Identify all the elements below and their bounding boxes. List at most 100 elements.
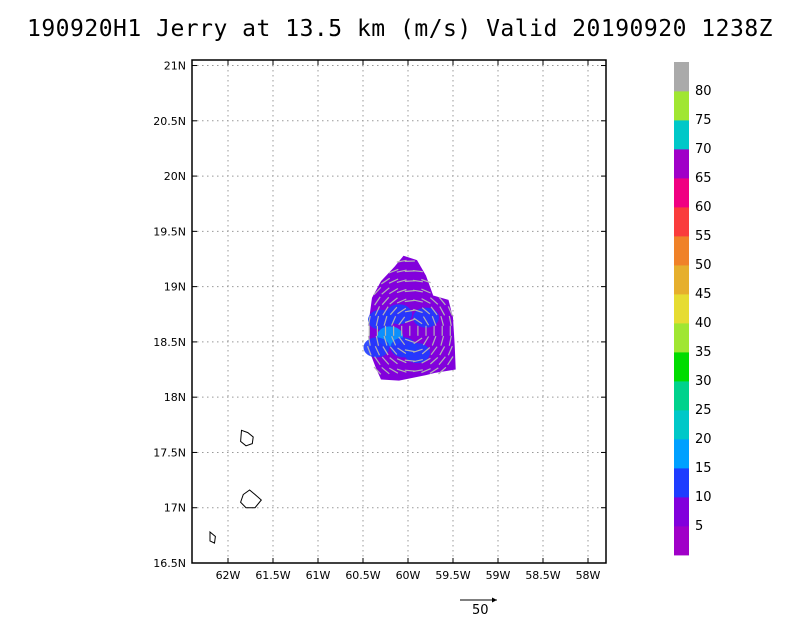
reference-arrowhead-icon	[492, 597, 497, 603]
colorbar: 5 10 15 20 25 30 35 40 45 50 55 60 65 70 75 80	[674, 62, 712, 556]
wind-vector	[396, 358, 407, 364]
wind-vector	[388, 278, 399, 284]
colorbar-swatch	[674, 294, 689, 324]
wind-vector	[382, 306, 389, 316]
wind-vector	[412, 279, 423, 283]
wind-vector	[431, 335, 437, 346]
colorbar-swatch	[674, 120, 689, 150]
chart-title: 190920H1 Jerry at 13.5 km (m/s) Valid 20…	[26, 16, 774, 42]
wind-vector	[391, 316, 397, 326]
colorbar-swatch	[674, 265, 689, 295]
wind-vector	[389, 306, 398, 316]
wind-vector	[421, 368, 431, 374]
wind-vector	[430, 297, 439, 305]
wind-vector	[448, 315, 452, 326]
wind-vector	[367, 335, 371, 346]
colorbar-label: 65	[695, 171, 712, 186]
colorbar-swatch	[674, 468, 689, 498]
wind-vector	[367, 315, 371, 326]
y-tick-label: 19.5N	[153, 225, 186, 238]
wind-vector	[373, 366, 382, 375]
colorbar-label: 30	[695, 374, 712, 389]
wind-vector	[413, 308, 423, 314]
wind-vector	[366, 345, 372, 356]
colorbar-label: 5	[695, 519, 703, 534]
wind-vector	[383, 315, 388, 326]
wind-vector	[438, 366, 447, 375]
wind-vectors	[366, 259, 454, 375]
x-tick-label: 62W	[216, 569, 241, 582]
wind-vector	[404, 299, 415, 303]
colorbar-swatch	[674, 526, 689, 556]
wind-vector	[430, 356, 439, 365]
y-tick-label: 21N	[164, 60, 186, 73]
colorbar-label: 75	[695, 113, 712, 128]
reference-vector: 50	[460, 597, 497, 618]
x-tick-label: 61.5W	[255, 569, 290, 582]
colorbar-swatch	[674, 497, 689, 527]
wind-vector	[388, 287, 399, 295]
wind-vector	[404, 318, 415, 324]
wind-vector	[413, 317, 423, 325]
colorbar-swatch	[674, 323, 689, 353]
map-frame	[191, 59, 607, 564]
wind-speed-cell	[386, 304, 412, 325]
wind-vector	[381, 356, 390, 365]
y-tick-label: 20N	[164, 170, 186, 183]
y-tick-label: 19N	[164, 281, 186, 294]
wind-vector	[438, 356, 446, 365]
wind-vector	[448, 335, 452, 346]
x-tick-label: 58W	[576, 569, 601, 582]
wind-vector	[397, 307, 407, 315]
x-tick-label: 58.5W	[525, 569, 560, 582]
wind-vector	[373, 286, 382, 296]
colorbar-swatch	[674, 91, 689, 121]
colorbar-label: 45	[695, 287, 712, 302]
wind-vector	[389, 357, 398, 365]
wind-vector	[404, 338, 415, 343]
wind-vector	[374, 306, 381, 316]
colorbar-label: 50	[695, 258, 712, 273]
colorbar-label: 35	[695, 345, 712, 360]
island-outline-dominica	[209, 530, 216, 544]
wind-vector	[396, 288, 407, 294]
colorbar-label: 40	[695, 316, 712, 331]
x-tick-label: 60.5W	[345, 569, 380, 582]
coastlines	[209, 429, 262, 544]
x-tick-label: 61W	[306, 569, 331, 582]
wind-vector	[375, 315, 380, 326]
colorbar-swatch	[674, 178, 689, 208]
island-outline-guadeloupe	[240, 489, 262, 509]
wind-speed-cell	[404, 342, 430, 363]
wind-vector	[439, 306, 446, 316]
x-tick-label: 59.5W	[435, 569, 470, 582]
wind-vector	[447, 345, 453, 356]
wind-vector	[421, 307, 431, 315]
wind-vector	[429, 367, 439, 374]
y-tick-label: 18.5N	[153, 336, 186, 349]
x-tick-label: 60W	[396, 569, 421, 582]
wind-vector	[404, 349, 415, 353]
colorbar-label: 20	[695, 432, 712, 447]
wind-vector	[447, 306, 453, 316]
wind-vector	[412, 289, 423, 293]
wind-vector	[412, 359, 423, 363]
island-outline-antigua	[240, 429, 254, 447]
colorbar-label: 10	[695, 490, 712, 505]
colorbar-label: 15	[695, 461, 712, 476]
wind-vector	[421, 288, 431, 294]
wind-vector	[389, 346, 398, 355]
wind-vector	[412, 270, 423, 273]
wind-vector	[398, 316, 406, 326]
wind-vector	[397, 347, 407, 355]
wind-vector	[374, 345, 381, 356]
wind-vector	[421, 347, 431, 355]
y-tick-label: 18N	[164, 391, 186, 404]
colorbar-swatch	[674, 207, 689, 237]
wind-vector	[404, 359, 415, 362]
wind-vector	[412, 369, 423, 373]
wind-vector	[439, 346, 446, 356]
wind-vector	[404, 309, 415, 313]
wind-vector	[438, 296, 446, 306]
